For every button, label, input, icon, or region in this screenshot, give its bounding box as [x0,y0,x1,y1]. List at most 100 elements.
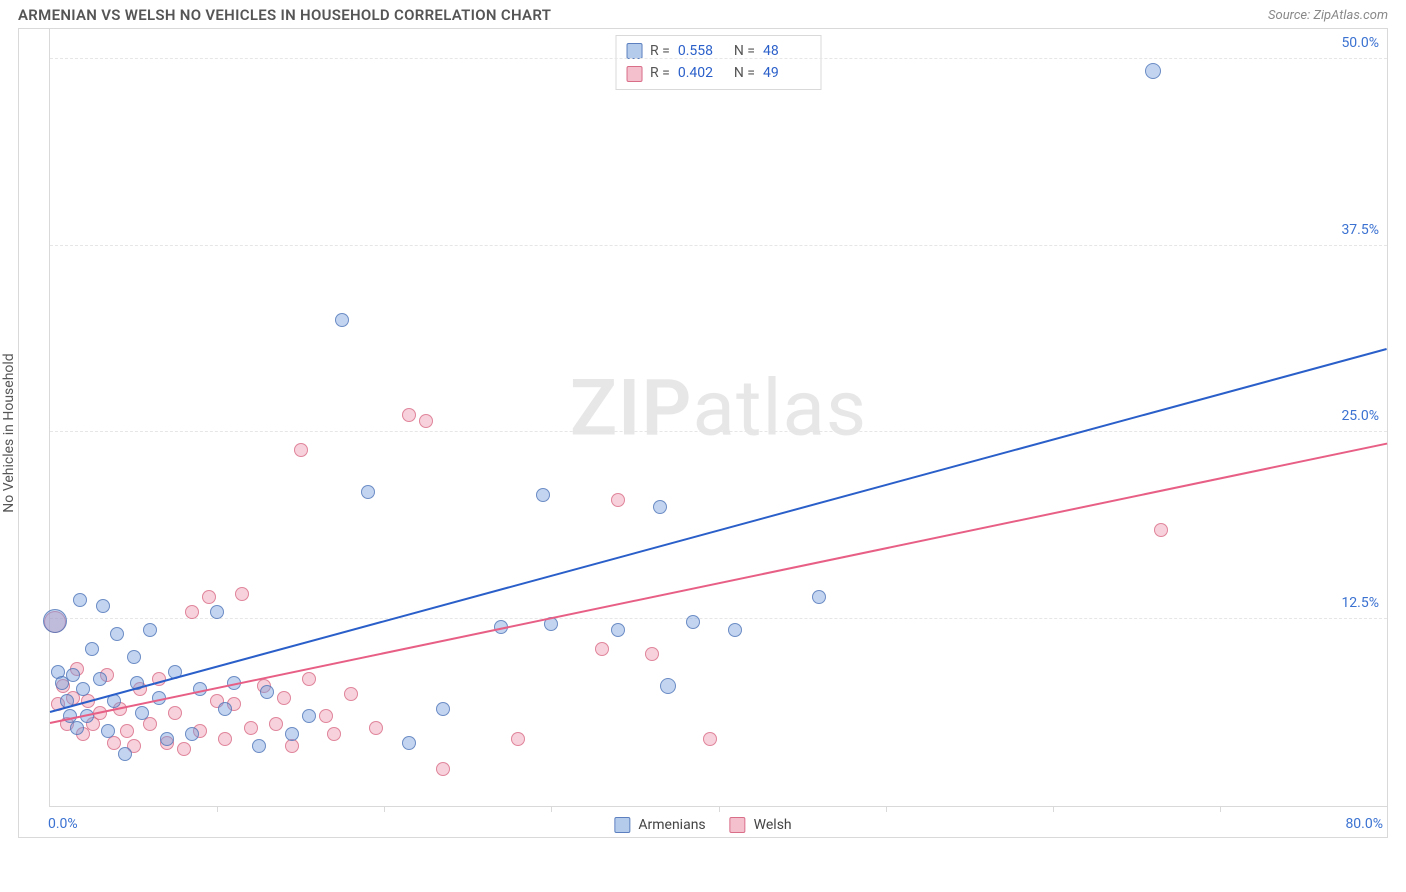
data-point-armenians [611,623,625,637]
data-point-welsh [611,493,625,507]
data-point-armenians [686,615,700,629]
data-point-welsh [511,732,525,746]
gridline [50,618,1387,619]
y-tick-label: 50.0% [1341,35,1379,51]
data-point-armenians [185,727,199,741]
x-axis-max-label: 80.0% [1345,816,1383,832]
legend-item-armenians: Armenians [614,817,705,833]
data-point-armenians [660,678,676,694]
data-point-armenians [302,709,316,723]
r-value-welsh: 0.402 [678,62,726,84]
data-point-welsh [185,605,199,619]
data-point-welsh [235,587,249,601]
y-tick-label: 12.5% [1341,595,1379,611]
data-point-armenians [93,672,107,686]
chart-container: No Vehicles in Household ZIPatlas R = 0.… [18,28,1388,838]
data-point-armenians [66,668,80,682]
x-tick [1387,806,1388,812]
data-point-armenians [1145,63,1161,79]
data-point-armenians [43,609,67,633]
data-point-armenians [160,732,174,746]
data-point-armenians [218,702,232,716]
data-point-armenians [402,736,416,750]
data-point-armenians [143,623,157,637]
data-point-welsh [369,721,383,735]
data-point-welsh [269,717,283,731]
gridline [50,58,1387,59]
watermark-part1: ZIP [570,363,693,454]
data-point-armenians [101,724,115,738]
stats-row-welsh: R = 0.402 N = 49 [626,62,811,84]
data-point-welsh [1154,523,1168,537]
data-point-armenians [70,721,84,735]
swatch-armenians-icon [614,817,630,833]
y-axis-label: No Vehicles in Household [1,353,17,512]
data-point-armenians [73,593,87,607]
gridline [50,431,1387,432]
data-point-welsh [703,732,717,746]
legend-label-welsh: Welsh [754,817,792,833]
r-value-armenians: 0.558 [678,40,726,62]
data-point-armenians [536,488,550,502]
data-point-armenians [85,642,99,656]
data-point-welsh [285,739,299,753]
data-point-armenians [55,676,69,690]
x-tick [1220,806,1221,812]
data-point-armenians [285,727,299,741]
swatch-welsh-icon [626,66,642,82]
data-point-welsh [344,687,358,701]
series-legend: Armenians Welsh [614,817,791,833]
data-point-welsh [177,742,191,756]
data-point-armenians [252,739,266,753]
data-point-welsh [319,709,333,723]
stats-row-armenians: R = 0.558 N = 48 [626,40,811,62]
data-point-armenians [96,599,110,613]
data-point-welsh [436,762,450,776]
x-tick [1053,806,1054,812]
x-tick [886,806,887,812]
n-value-welsh: 49 [763,62,811,84]
data-point-welsh [294,443,308,457]
data-point-armenians [76,682,90,696]
data-point-armenians [728,623,742,637]
watermark: ZIPatlas [570,363,867,454]
data-point-welsh [595,642,609,656]
data-point-welsh [327,727,341,741]
r-label: R = [650,62,670,84]
n-value-armenians: 48 [763,40,811,62]
plot-area: ZIPatlas R = 0.558 N = 48 R = 0.402 N = … [49,29,1387,807]
data-point-armenians [335,313,349,327]
data-point-armenians [110,627,124,641]
legend-item-welsh: Welsh [730,817,792,833]
data-point-armenians [210,605,224,619]
data-point-welsh [402,408,416,422]
data-point-welsh [107,736,121,750]
data-point-welsh [168,706,182,720]
stats-legend: R = 0.558 N = 48 R = 0.402 N = 49 [615,35,822,90]
data-point-armenians [436,702,450,716]
trend-line-armenians [50,348,1388,713]
x-tick [719,806,720,812]
x-axis-min-label: 0.0% [48,816,78,832]
data-point-armenians [812,590,826,604]
data-point-armenians [361,485,375,499]
source-prefix: Source: [1268,8,1313,23]
data-point-armenians [135,706,149,720]
data-point-armenians [260,685,274,699]
y-tick-label: 25.0% [1341,408,1379,424]
source-name: ZipAtlas.com [1313,8,1388,23]
source-attribution: Source: ZipAtlas.com [1268,8,1388,23]
data-point-armenians [653,500,667,514]
data-point-welsh [645,647,659,661]
data-point-welsh [277,691,291,705]
swatch-welsh-icon [730,817,746,833]
data-point-welsh [419,414,433,428]
data-point-welsh [244,721,258,735]
data-point-armenians [127,650,141,664]
data-point-welsh [302,672,316,686]
watermark-part2: atlas [693,363,868,454]
n-label: N = [734,40,755,62]
x-tick [384,806,385,812]
r-label: R = [650,40,670,62]
data-point-welsh [218,732,232,746]
